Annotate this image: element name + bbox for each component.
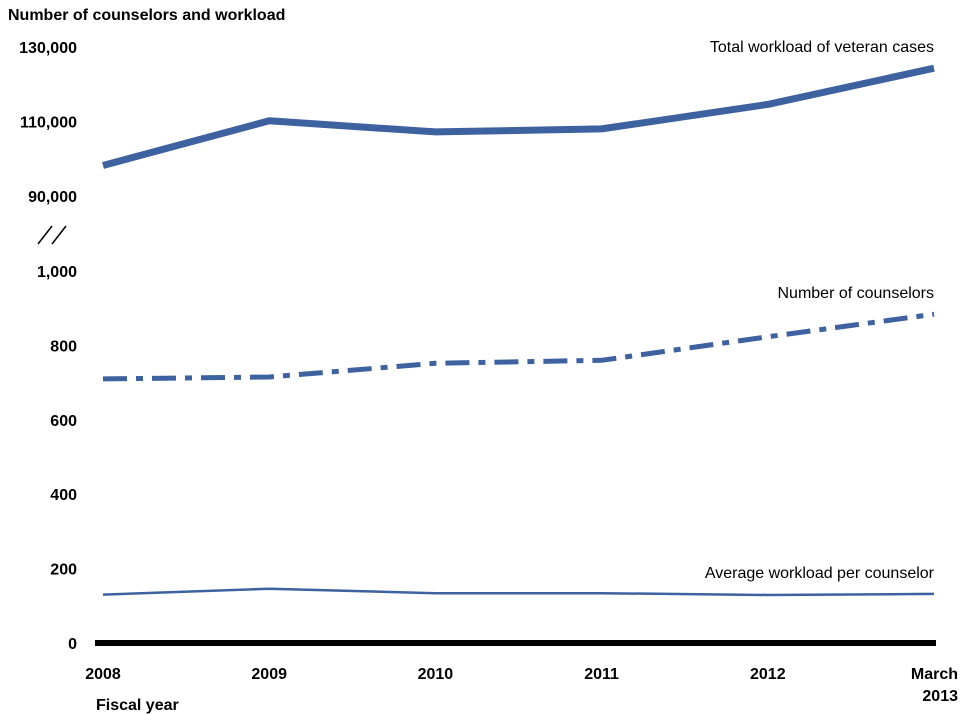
x-tick-label: 2010 bbox=[418, 666, 454, 683]
x-tick-label: 2011 bbox=[584, 666, 619, 683]
y-tick-label: 110,000 bbox=[20, 115, 77, 132]
series-label: Average workload per counselor bbox=[705, 565, 935, 582]
y-tick-label: 200 bbox=[50, 562, 77, 579]
chart-title: Number of counselors and workload bbox=[8, 7, 285, 24]
x-axis-label: Fiscal year bbox=[96, 697, 179, 714]
y-tick-label: 90,000 bbox=[28, 189, 77, 206]
axis-break-slash bbox=[37, 225, 53, 245]
x-tick-label: 2009 bbox=[251, 666, 287, 683]
axis-break-marker bbox=[37, 225, 67, 245]
series-line bbox=[102, 64, 935, 169]
x-axis-ticks: 2008 2009 2010 2011 2012 March 2013 bbox=[85, 666, 958, 705]
axis-break-slash bbox=[51, 225, 67, 245]
series-lines bbox=[102, 64, 935, 597]
x-tick-label: 2008 bbox=[85, 666, 121, 683]
y-axis-ticks: 0 200 400 600 800 1,000 90,000 110,000 130,000 bbox=[19, 40, 77, 653]
series-label: Total workload of veteran cases bbox=[710, 39, 934, 56]
series-line bbox=[102, 587, 935, 597]
y-tick-label: 600 bbox=[50, 413, 77, 430]
y-tick-label: 400 bbox=[50, 487, 77, 504]
y-tick-label: 800 bbox=[50, 338, 77, 355]
x-tick-label: 2012 bbox=[750, 666, 786, 683]
y-tick-label: 130,000 bbox=[19, 40, 77, 57]
series-label: Number of counselors bbox=[777, 285, 934, 302]
y-tick-label: 0 bbox=[68, 636, 77, 653]
series-labels: Total workload of veteran cases Number of… bbox=[705, 39, 935, 582]
x-tick-label: March 2013 bbox=[911, 666, 958, 705]
y-tick-label: 1,000 bbox=[37, 264, 77, 281]
series-line bbox=[102, 311, 935, 382]
